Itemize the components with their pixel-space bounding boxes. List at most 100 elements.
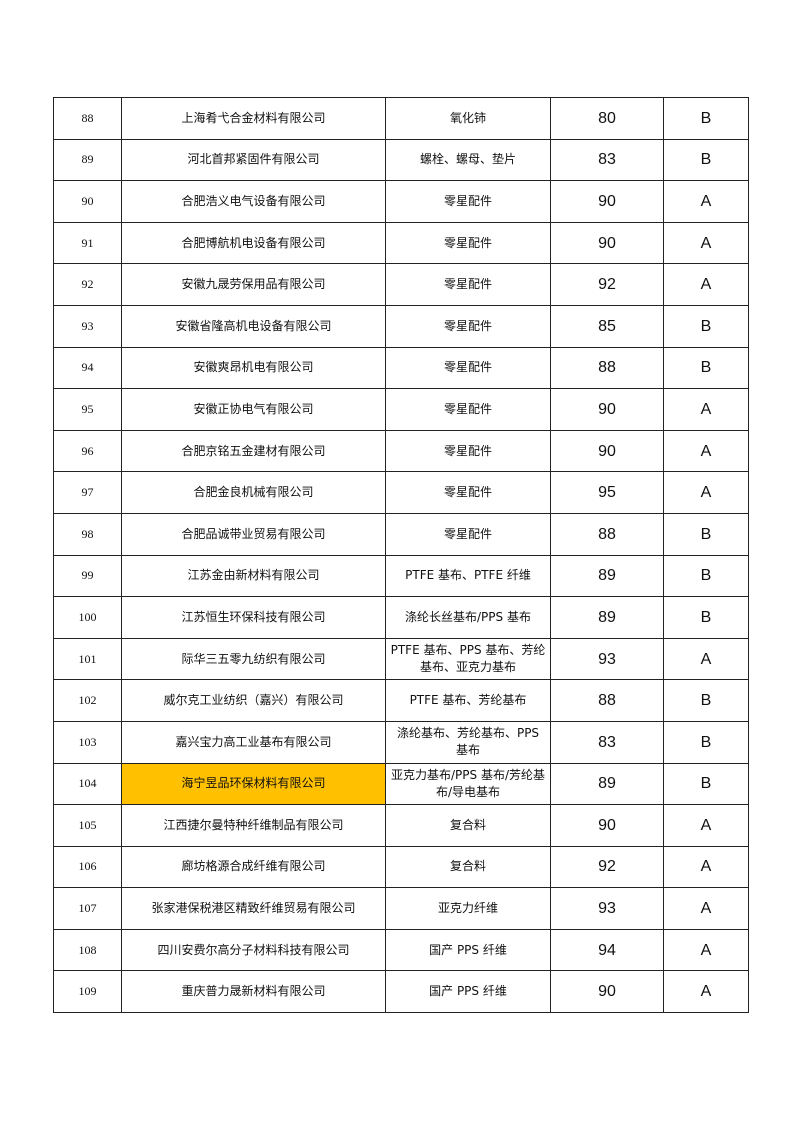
grade-cell: A	[663, 928, 749, 972]
table-row: 95 安徽正协电气有限公司 零星配件 90 A	[53, 388, 749, 431]
score-cell: 90	[550, 804, 664, 847]
company-name-cell: 重庆普力晟新材料有限公司	[121, 970, 386, 1014]
product-category-cell: 零星配件	[385, 512, 551, 556]
product-category-cell: 涤纶基布、芳纶基布、PPS 基布	[385, 720, 551, 764]
table-row: 108 四川安费尔高分子材料科技有限公司 国产 PPS 纤维 94 A	[53, 928, 749, 972]
score-cell: 83	[550, 138, 664, 182]
row-number-cell: 101	[53, 637, 122, 681]
row-number-cell: 100	[53, 596, 122, 639]
company-name-cell: 际华三五零九纺织有限公司	[121, 637, 386, 681]
company-name-cell: 四川安费尔高分子材料科技有限公司	[121, 928, 386, 972]
grade-cell: B	[663, 512, 749, 556]
company-name-cell: 合肥浩义电气设备有限公司	[121, 180, 386, 223]
company-name-cell: 合肥京铭五金建材有限公司	[121, 429, 386, 473]
company-name-cell: 张家港保税港区精致纤维贸易有限公司	[121, 887, 386, 930]
score-cell: 93	[550, 887, 664, 930]
company-name-cell: 安徽省隆高机电设备有限公司	[121, 304, 386, 348]
row-number-cell: 93	[53, 304, 122, 348]
company-name-cell: 合肥品诚带业贸易有限公司	[121, 512, 386, 556]
row-number-cell: 108	[53, 928, 122, 972]
row-number-cell: 91	[53, 221, 122, 265]
grade-cell: B	[663, 97, 749, 140]
score-cell: 83	[550, 720, 664, 764]
company-name-cell: 威尔克工业纺织（嘉兴）有限公司	[121, 679, 386, 722]
table-row: 92 安徽九晟劳保用品有限公司 零星配件 92 A	[53, 263, 749, 306]
grade-cell: A	[663, 429, 749, 473]
score-cell: 80	[550, 97, 664, 140]
score-cell: 88	[550, 512, 664, 556]
product-category-cell: 复合料	[385, 804, 551, 847]
row-number-cell: 106	[53, 845, 122, 889]
product-category-cell: 涤纶长丝基布/PPS 基布	[385, 596, 551, 639]
table-row: 102 威尔克工业纺织（嘉兴）有限公司 PTFE 基布、芳纶基布 88 B	[53, 679, 749, 722]
row-number-cell: 96	[53, 429, 122, 473]
company-name-cell: 河北首邦紧固件有限公司	[121, 138, 386, 182]
company-name-cell: 江苏金由新材料有限公司	[121, 554, 386, 598]
score-cell: 88	[550, 346, 664, 390]
table-row: 101 际华三五零九纺织有限公司 PTFE 基布、PPS 基布、芳纶基布、亚克力基布…	[53, 637, 749, 681]
score-cell: 85	[550, 304, 664, 348]
table-row: 90 合肥浩义电气设备有限公司 零星配件 90 A	[53, 180, 749, 223]
table-row: 94 安徽爽昂机电有限公司 零星配件 88 B	[53, 346, 749, 390]
table-row: 100 江苏恒生环保科技有限公司 涤纶长丝基布/PPS 基布 89 B	[53, 596, 749, 639]
score-cell: 95	[550, 471, 664, 514]
company-name-cell: 江苏恒生环保科技有限公司	[121, 596, 386, 639]
grade-cell: A	[663, 970, 749, 1014]
score-cell: 90	[550, 429, 664, 473]
product-category-cell: 氧化铈	[385, 97, 551, 140]
company-name-cell: 上海肴弋合金材料有限公司	[121, 97, 386, 140]
grade-cell: B	[663, 679, 749, 722]
grade-cell: B	[663, 596, 749, 639]
product-category-cell: 零星配件	[385, 346, 551, 390]
table-row: 105 江西捷尔曼特种纤维制品有限公司 复合料 90 A	[53, 804, 749, 847]
product-category-cell: 零星配件	[385, 429, 551, 473]
table-row: 99 江苏金由新材料有限公司 PTFE 基布、PTFE 纤维 89 B	[53, 554, 749, 598]
row-number-cell: 94	[53, 346, 122, 390]
score-cell: 90	[550, 388, 664, 431]
company-name-cell: 江西捷尔曼特种纤维制品有限公司	[121, 804, 386, 847]
table-row: 96 合肥京铭五金建材有限公司 零星配件 90 A	[53, 429, 749, 473]
table-row: 98 合肥品诚带业贸易有限公司 零星配件 88 B	[53, 512, 749, 556]
grade-cell: A	[663, 263, 749, 306]
score-cell: 92	[550, 263, 664, 306]
grade-cell: A	[663, 471, 749, 514]
grade-cell: B	[663, 346, 749, 390]
product-category-cell: 亚克力基布/PPS 基布/芳纶基布/导电基布	[385, 762, 551, 806]
grade-cell: B	[663, 762, 749, 806]
table-row: 89 河北首邦紧固件有限公司 螺栓、螺母、垫片 83 B	[53, 138, 749, 182]
table-body: 88 上海肴弋合金材料有限公司 氧化铈 80 B 89 河北首邦紧固件有限公司 螺栓、螺母、垫…	[53, 97, 749, 1014]
table-row: 88 上海肴弋合金材料有限公司 氧化铈 80 B	[53, 97, 749, 140]
company-name-cell: 安徽爽昂机电有限公司	[121, 346, 386, 390]
row-number-cell: 89	[53, 138, 122, 182]
row-number-cell: 107	[53, 887, 122, 930]
company-name-cell: 嘉兴宝力高工业基布有限公司	[121, 720, 386, 764]
company-name-cell: 安徽九晟劳保用品有限公司	[121, 263, 386, 306]
grade-cell: B	[663, 554, 749, 598]
row-number-cell: 92	[53, 263, 122, 306]
grade-cell: A	[663, 388, 749, 431]
table-row: 107 张家港保税港区精致纤维贸易有限公司 亚克力纤维 93 A	[53, 887, 749, 930]
row-number-cell: 105	[53, 804, 122, 847]
company-name-cell: 海宁昱品环保材料有限公司	[121, 762, 386, 806]
grade-cell: A	[663, 180, 749, 223]
product-category-cell: 复合料	[385, 845, 551, 889]
grade-cell: B	[663, 138, 749, 182]
row-number-cell: 95	[53, 388, 122, 431]
product-category-cell: PTFE 基布、芳纶基布	[385, 679, 551, 722]
score-cell: 94	[550, 928, 664, 972]
grade-cell: A	[663, 804, 749, 847]
grade-cell: A	[663, 887, 749, 930]
score-cell: 89	[550, 596, 664, 639]
row-number-cell: 102	[53, 679, 122, 722]
score-cell: 90	[550, 970, 664, 1014]
product-category-cell: 零星配件	[385, 221, 551, 265]
company-name-cell: 安徽正协电气有限公司	[121, 388, 386, 431]
supplier-evaluation-table: 88 上海肴弋合金材料有限公司 氧化铈 80 B 89 河北首邦紧固件有限公司 螺栓、螺母、垫…	[53, 97, 749, 1014]
product-category-cell: 零星配件	[385, 180, 551, 223]
company-name-cell: 合肥博航机电设备有限公司	[121, 221, 386, 265]
product-category-cell: 零星配件	[385, 304, 551, 348]
table-row: 91 合肥博航机电设备有限公司 零星配件 90 A	[53, 221, 749, 265]
table-row: 106 廊坊格源合成纤维有限公司 复合料 92 A	[53, 845, 749, 889]
product-category-cell: 亚克力纤维	[385, 887, 551, 930]
table-row: 97 合肥金良机械有限公司 零星配件 95 A	[53, 471, 749, 514]
